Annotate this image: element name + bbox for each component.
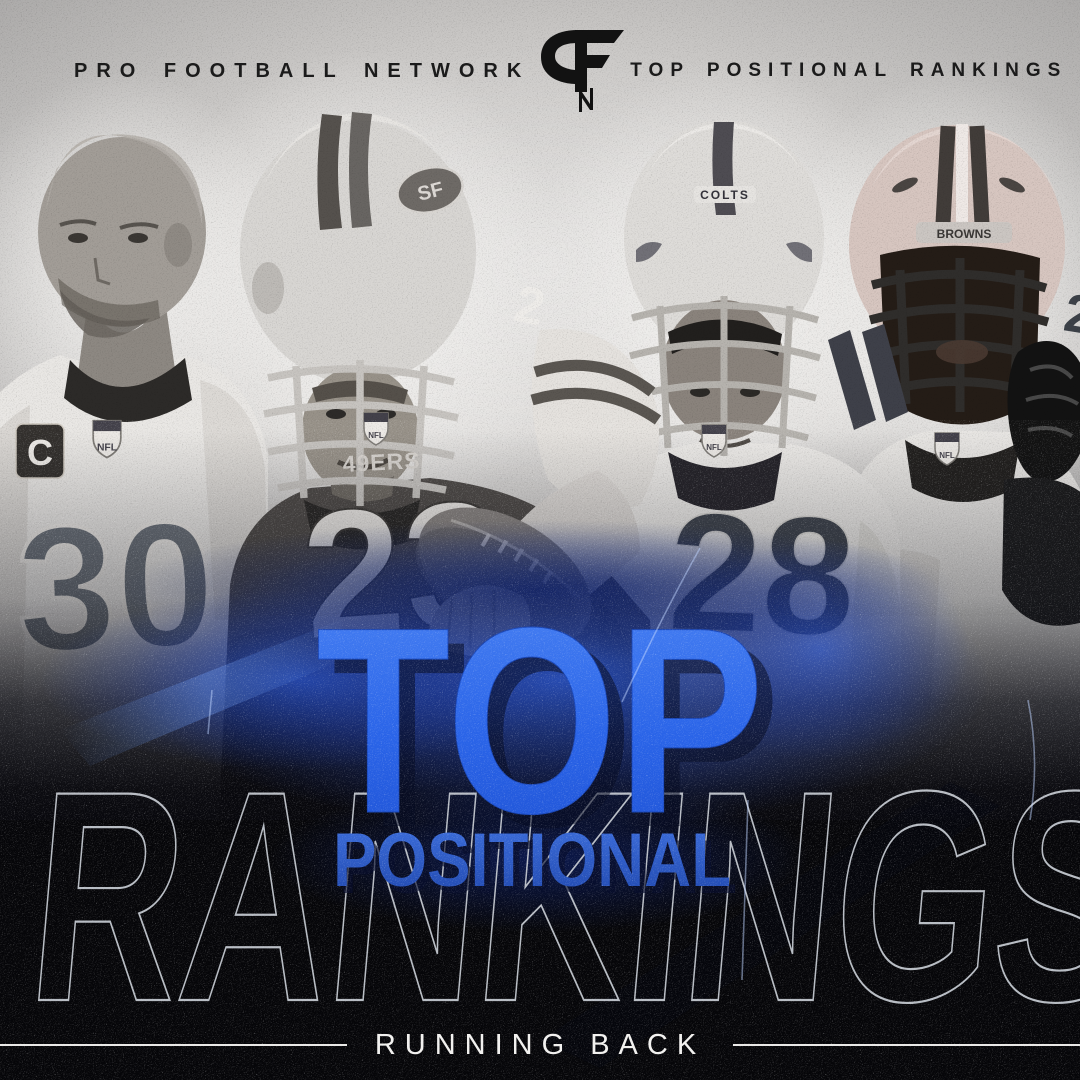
footer-line-right bbox=[733, 1044, 1080, 1046]
header-series: TOP POSITIONAL RANKINGS bbox=[630, 60, 1068, 81]
footer: RUNNING BACK bbox=[0, 1020, 1080, 1070]
header: PRO FOOTBALL NETWORK TOP POSITIONAL RANK… bbox=[0, 30, 1080, 112]
footer-line-left bbox=[0, 1044, 347, 1046]
pfn-logo bbox=[530, 30, 630, 112]
pfn-logo-icon bbox=[541, 30, 625, 112]
position-label: RUNNING BACK bbox=[374, 1028, 706, 1061]
header-brand: PRO FOOTBALL NETWORK bbox=[74, 59, 531, 82]
